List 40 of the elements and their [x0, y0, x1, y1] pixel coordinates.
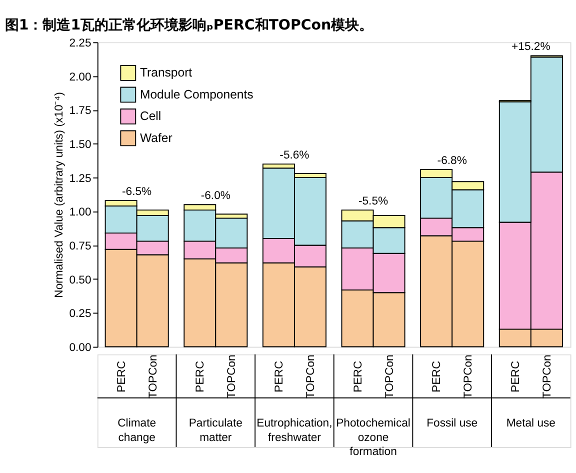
x-tick-label: PERC — [510, 360, 522, 392]
annotation: +15.2% — [512, 41, 550, 54]
x-tick-label: PERC — [116, 360, 128, 392]
text: Fossil use — [426, 418, 478, 430]
x-tick-label: TOPCon — [541, 354, 554, 399]
text: Climate change — [118, 418, 156, 444]
annotation: -5.6% — [280, 149, 310, 162]
text: Particulate matter — [188, 418, 242, 444]
y-tick-label: 0.25 — [69, 308, 92, 320]
y-tick-label: 1.75 — [69, 105, 92, 118]
chart-title: 图1：制造1瓦的正常化环境影响ₚPERC和TOPCon模块。 — [4, 16, 374, 34]
y-tick-label: 1.00 — [69, 206, 92, 219]
text: Eutrophication, freshwater — [256, 418, 332, 444]
x-tick-label: TOPCon — [147, 354, 160, 399]
x-tick-label: PERC — [273, 360, 286, 392]
y-tick-label: 2.00 — [69, 71, 92, 84]
text: Metal use — [506, 418, 556, 430]
legend-label: Transport — [140, 66, 193, 80]
x-tick-label: TOPCon — [226, 354, 238, 399]
y-tick-label: 0.75 — [69, 240, 92, 253]
legend-label: Module Components — [140, 87, 254, 102]
text: Photochemical ozone formation — [336, 418, 410, 458]
y-tick-label: 2.25 — [69, 37, 92, 50]
y-tick-label: 1.25 — [69, 172, 92, 185]
legend-label: Cell — [140, 109, 162, 124]
y-tick-label: 0.50 — [69, 274, 92, 286]
y-tick-label: 0.00 — [69, 342, 92, 354]
x-tick-label: PERC — [431, 360, 444, 392]
x-tick-label: PERC — [194, 360, 207, 392]
legend-label: Wafer — [140, 131, 172, 145]
x-tick-label: TOPCon — [462, 354, 475, 399]
x-tick-label: PERC — [352, 360, 364, 392]
annotation: -5.5% — [358, 195, 388, 208]
annotation: -6.5% — [122, 186, 152, 198]
annotation: -6.0% — [200, 190, 230, 202]
y-axis-title: Normalised Value (arbitrary units) (x10⁻⁴) — [54, 92, 66, 298]
y-tick-label: 1.50 — [69, 138, 92, 151]
x-tick-label: TOPCon — [384, 354, 396, 399]
x-tick-label: TOPCon — [305, 354, 318, 399]
annotation: -6.8% — [437, 154, 467, 167]
